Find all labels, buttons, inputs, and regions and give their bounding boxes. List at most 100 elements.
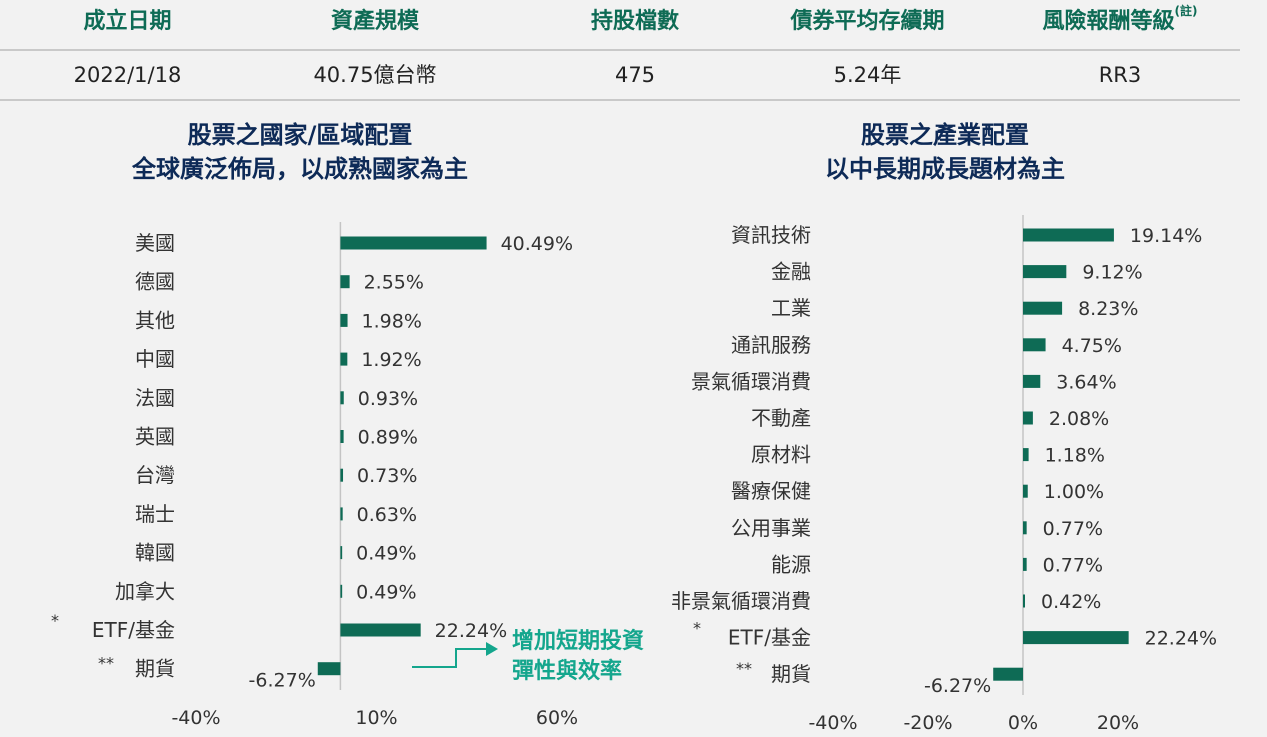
header-duration: 債券平均存續期: [790, 9, 945, 34]
callout-line-2: 彈性與效率: [512, 659, 623, 684]
chart-0-value-label-8: 0.49%: [356, 543, 416, 565]
sector-allocation-chart: 資訊技術 19.14% 金融 9.12% 工業 8.23% 通訊服務 4.75% 景氣循環消費 3…: [671, 215, 1217, 734]
chart-1-bar-7: [1023, 484, 1028, 498]
chart-0-value-label-9: 0.49%: [356, 581, 416, 603]
country-chart-title: 股票之國家/區域配置: [187, 121, 413, 149]
value-aum: 40.75億台幣: [313, 63, 437, 87]
chart-0-bar-5: [340, 430, 344, 443]
chart-1-tick-label-3: 20%: [1097, 712, 1139, 734]
chart-1-value-label-0: 19.14%: [1130, 225, 1202, 247]
divider-top: [0, 49, 1240, 51]
chart-1-category-label-10: 非景氣循環消費: [671, 589, 811, 613]
chart-0-category-label-5: 英國: [135, 425, 175, 449]
chart-0-bar-9: [340, 584, 343, 598]
chart-1-value-label-11: 22.24%: [1145, 628, 1217, 650]
chart-1-category-label-9: 能源: [771, 552, 811, 576]
chart-1-bar-11: [1023, 631, 1129, 645]
chart-1-bar-4: [1023, 374, 1041, 388]
chart-0-value-label-3: 1.92%: [361, 349, 421, 371]
chart-0-bar-10: [340, 623, 421, 637]
chart-1-tick-label-2: 0%: [1008, 712, 1038, 734]
chart-1-category-label-7: 醫療保健: [731, 479, 811, 503]
chart-1-category-label-11: ETF/基金: [728, 626, 811, 650]
chart-0-bar-1: [340, 275, 350, 289]
chart-0-category-mark-11: **: [98, 654, 114, 673]
chart-0-value-label-5: 0.89%: [358, 427, 418, 449]
value-duration: 5.24年: [833, 63, 902, 87]
chart-1-category-label-5: 不動產: [751, 406, 811, 430]
chart-1-category-mark-12: **: [736, 659, 752, 678]
chart-0-bar-2: [340, 313, 348, 327]
chart-0-value-label-11: -6.27%: [249, 670, 316, 692]
chart-1-value-label-3: 4.75%: [1062, 335, 1122, 357]
value-holdings: 475: [614, 63, 656, 87]
value-launch-date: 2022/1/18: [73, 63, 182, 87]
header-holdings: 持股檔數: [590, 9, 679, 34]
chart-1-bar-10: [1023, 594, 1025, 608]
country-chart-subtitle: 全球廣泛佈局，以成熟國家為主: [132, 155, 468, 183]
chart-0-value-label-0: 40.49%: [501, 233, 573, 255]
sector-chart-title: 股票之產業配置: [861, 121, 1029, 149]
chart-1-value-label-1: 9.12%: [1082, 262, 1142, 284]
sector-chart-subtitle: 以中長期成長題材為主: [825, 155, 1065, 183]
chart-1-category-label-6: 原材料: [751, 443, 811, 467]
chart-1-bar-12: [993, 667, 1023, 681]
chart-1-category-label-8: 公用事業: [731, 516, 811, 540]
chart-1-category-label-1: 金融: [771, 260, 811, 284]
divider-bottom: [0, 99, 1240, 101]
chart-1-value-label-12: -6.27%: [924, 675, 991, 697]
chart-0-bar-11: [317, 662, 341, 676]
chart-1-bar-2: [1023, 301, 1063, 315]
chart-0-tick-label-0: -40%: [171, 707, 220, 729]
chart-1-bar-3: [1023, 338, 1046, 352]
chart-0-category-label-8: 韓國: [135, 541, 175, 565]
chart-0-value-label-4: 0.93%: [358, 388, 418, 410]
chart-1-value-label-8: 0.77%: [1043, 518, 1103, 540]
risk-note-mark: (註): [1174, 4, 1198, 18]
chart-0-value-label-7: 0.63%: [357, 504, 417, 526]
chart-1-tick-label-0: -40%: [808, 712, 857, 734]
country-allocation-chart: 美國 40.49% 德國 2.55% 其他 1.98% 中國 1.92% 法國 0.93% 英國 0.…: [51, 222, 578, 729]
chart-1-bar-1: [1023, 265, 1067, 279]
chart-1-bar-8: [1023, 521, 1027, 535]
chart-0-category-mark-10: *: [51, 611, 59, 630]
chart-1-category-label-3: 通訊服務: [731, 333, 811, 357]
chart-0-value-label-1: 2.55%: [364, 272, 424, 294]
chart-0-bar-0: [340, 236, 487, 250]
chart-1-value-label-7: 1.00%: [1044, 481, 1104, 503]
chart-0-bar-7: [340, 507, 343, 521]
country-chart-title-block: 股票之國家/區域配置 全球廣泛佈局，以成熟國家為主: [40, 118, 560, 186]
value-risk-level: RR3: [1098, 63, 1142, 87]
chart-0-bar-8: [340, 546, 343, 560]
chart-1-value-label-5: 2.08%: [1049, 408, 1109, 430]
chart-0-category-label-6: 台灣: [135, 463, 175, 487]
chart-1-category-label-0: 資訊技術: [731, 223, 811, 247]
callout-arrow-line: [412, 648, 486, 668]
chart-0-category-label-4: 法國: [135, 386, 175, 410]
sector-chart-title-block: 股票之產業配置 以中長期成長題材為主: [700, 118, 1190, 186]
chart-1-value-label-6: 1.18%: [1045, 445, 1105, 467]
chart-0-bar-3: [340, 352, 348, 366]
callout-note: 增加短期投資 彈性與效率: [512, 627, 682, 687]
header-risk-level: 風險報酬等級(註): [1005, 0, 1235, 44]
chart-1-category-label-2: 工業: [771, 296, 811, 320]
chart-0-category-label-0: 美國: [135, 231, 175, 255]
chart-0-category-label-3: 中國: [135, 347, 175, 371]
chart-0-bar-4: [340, 391, 344, 405]
chart-1-tick-label-1: -20%: [903, 712, 952, 734]
chart-1-value-label-9: 0.77%: [1043, 554, 1103, 576]
header-risk-label: 風險報酬等級: [1042, 9, 1175, 34]
chart-0-category-label-10: ETF/基金: [92, 618, 175, 642]
chart-1-category-mark-11: *: [693, 619, 701, 638]
chart-0-category-label-11: 期貨: [135, 657, 175, 681]
chart-0-value-label-10: 22.24%: [435, 620, 507, 642]
chart-1-value-label-2: 8.23%: [1078, 298, 1138, 320]
chart-0-category-label-1: 德國: [135, 270, 175, 294]
chart-0-category-label-7: 瑞士: [135, 502, 175, 526]
chart-1-category-label-4: 景氣循環消費: [691, 369, 811, 393]
chart-1-category-label-12: 期貨: [771, 662, 811, 686]
chart-0-tick-label-2: 60%: [536, 707, 578, 729]
chart-0-category-label-9: 加拿大: [115, 579, 175, 603]
chart-1-bar-0: [1023, 228, 1114, 242]
